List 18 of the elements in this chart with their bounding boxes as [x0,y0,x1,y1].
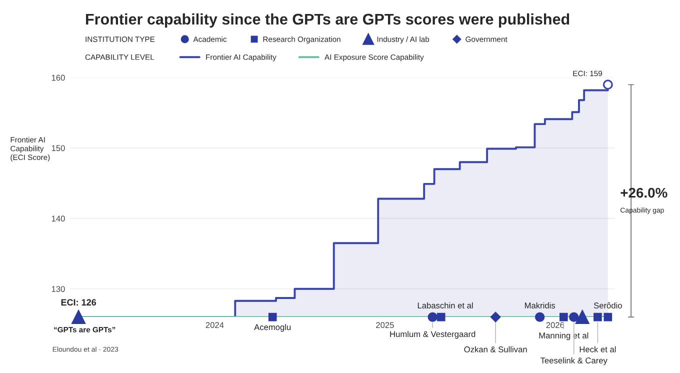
annotation: Teeselink & Carey [540,357,608,366]
annotation: Serôdio [594,302,622,308]
annotation: Humlum & Vestergaard [390,330,476,339]
annotation: ECI: 126 [61,299,96,306]
annotation: Makridis [525,302,556,308]
chart-title: Frontier capability since the GPTs are GPTs scores were published [86,13,570,28]
x-tick-label: 2024 [206,322,224,328]
y-tick-label: 140 [52,216,65,222]
text: +26.0% [620,188,668,198]
x-tick-label: 2025 [376,322,394,328]
x-tick-label: 2026 [546,322,564,328]
annotation: Acemoglu [254,324,291,332]
annotation: Labaschin et al [418,302,473,308]
annotation: Heck et al [580,346,616,352]
annotation: Ozkan & Sullivan [464,346,527,352]
y-tick-label: 150 [52,145,65,152]
y-tick-label: 160 [52,74,65,81]
y-tick-label: 130 [52,286,65,292]
